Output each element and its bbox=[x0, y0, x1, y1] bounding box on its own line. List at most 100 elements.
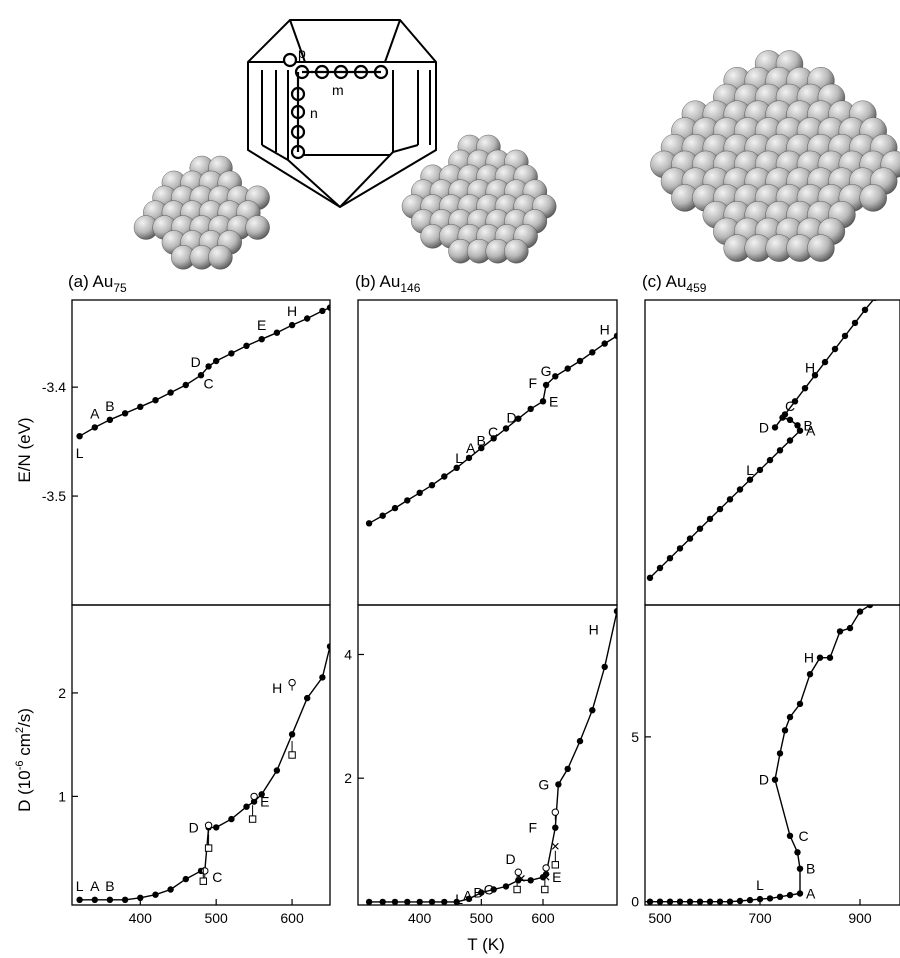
data-point bbox=[391, 898, 399, 905]
data-point bbox=[365, 520, 373, 527]
panel-title-c: (c) Au459 bbox=[642, 272, 707, 295]
point-label: L bbox=[76, 878, 84, 894]
data-point bbox=[676, 898, 684, 905]
data-point bbox=[391, 504, 399, 512]
open-circle-point bbox=[204, 821, 213, 829]
data-point bbox=[801, 385, 809, 392]
inset-label-p: p bbox=[298, 45, 306, 61]
point-label: C bbox=[488, 424, 498, 440]
open-circle-point bbox=[288, 678, 296, 687]
cluster-au75-icon bbox=[133, 155, 270, 270]
data-point bbox=[831, 345, 839, 353]
data-point bbox=[766, 456, 774, 464]
data-point bbox=[706, 898, 714, 905]
point-label: C bbox=[799, 828, 809, 844]
data-point bbox=[478, 889, 485, 896]
data-point bbox=[806, 671, 814, 678]
data-point bbox=[152, 891, 159, 898]
data-point bbox=[601, 663, 608, 671]
data-point bbox=[646, 898, 654, 905]
plot-frame bbox=[644, 604, 900, 906]
open-circle-point bbox=[201, 867, 209, 875]
point-label: C bbox=[212, 869, 222, 885]
data-point bbox=[756, 895, 764, 903]
data-point bbox=[555, 781, 562, 788]
open-square-point bbox=[288, 751, 296, 759]
data-point bbox=[786, 416, 794, 423]
data-point bbox=[273, 329, 281, 336]
y-tick-label: 0 bbox=[631, 894, 639, 910]
x-tick-label: 500 bbox=[204, 910, 228, 926]
data-point bbox=[781, 411, 789, 418]
data-point bbox=[416, 898, 423, 905]
data-point bbox=[137, 403, 144, 410]
data-point bbox=[379, 512, 386, 519]
data-point bbox=[326, 304, 330, 311]
data-point bbox=[326, 643, 330, 650]
data-point bbox=[76, 896, 83, 903]
point-label: A bbox=[806, 886, 816, 902]
data-point bbox=[152, 397, 159, 404]
open-square-point bbox=[248, 815, 257, 823]
point-label: D bbox=[191, 354, 201, 370]
data-point bbox=[816, 654, 824, 661]
point-label: L bbox=[455, 450, 463, 466]
panel-a-energy: -3.4 -3.5 L A B CD E H bbox=[42, 299, 331, 606]
point-label: D bbox=[759, 772, 769, 788]
data-point bbox=[441, 898, 448, 905]
data-point bbox=[273, 767, 281, 774]
atom-sphere bbox=[208, 245, 233, 270]
point-label: A bbox=[463, 888, 473, 904]
data-point bbox=[726, 898, 734, 905]
data-point bbox=[91, 424, 99, 431]
data-point bbox=[776, 447, 784, 454]
data-point bbox=[666, 898, 674, 905]
data-point bbox=[319, 307, 326, 315]
data-point bbox=[258, 791, 265, 798]
data-point bbox=[182, 875, 189, 883]
open-square-point bbox=[204, 844, 213, 852]
data-point bbox=[756, 466, 764, 474]
data-point bbox=[766, 895, 774, 902]
data-point bbox=[182, 381, 189, 389]
data-point bbox=[441, 473, 448, 480]
y-tick-label: 4 bbox=[344, 646, 352, 662]
plot-frame bbox=[357, 299, 618, 606]
data-point bbox=[726, 496, 734, 503]
data-point bbox=[696, 525, 704, 532]
data-point bbox=[106, 896, 114, 903]
point-label: C bbox=[785, 398, 795, 414]
data-point bbox=[465, 454, 473, 462]
point-label: D bbox=[505, 851, 515, 867]
data-point bbox=[836, 628, 844, 635]
data-point bbox=[746, 896, 754, 904]
point-label: C bbox=[484, 882, 494, 898]
data-point bbox=[786, 713, 794, 721]
point-label: D bbox=[759, 419, 769, 435]
x-tick-label: 400 bbox=[129, 910, 153, 926]
data-point bbox=[892, 271, 898, 277]
data-point bbox=[515, 415, 522, 422]
data-point bbox=[856, 608, 864, 615]
data-point bbox=[91, 896, 99, 903]
data-point bbox=[243, 342, 250, 349]
panel-title-b: (b) Au146 bbox=[355, 272, 421, 295]
atom-sphere bbox=[859, 184, 887, 212]
truncated-decahedron-icon bbox=[247, 19, 437, 209]
atom-sphere bbox=[245, 215, 270, 240]
point-label: L bbox=[746, 462, 754, 478]
data-point bbox=[121, 410, 129, 417]
data-point bbox=[786, 891, 794, 899]
point-label: E bbox=[257, 317, 266, 333]
data-point bbox=[866, 605, 874, 609]
point-label: B bbox=[806, 861, 815, 877]
data-point bbox=[601, 340, 608, 347]
data-point bbox=[453, 898, 460, 905]
data-point bbox=[776, 893, 784, 900]
data-point bbox=[576, 357, 584, 365]
y-tick-label: 2 bbox=[344, 770, 352, 786]
data-point bbox=[502, 883, 510, 890]
data-point bbox=[502, 425, 510, 432]
data-point bbox=[656, 564, 664, 572]
